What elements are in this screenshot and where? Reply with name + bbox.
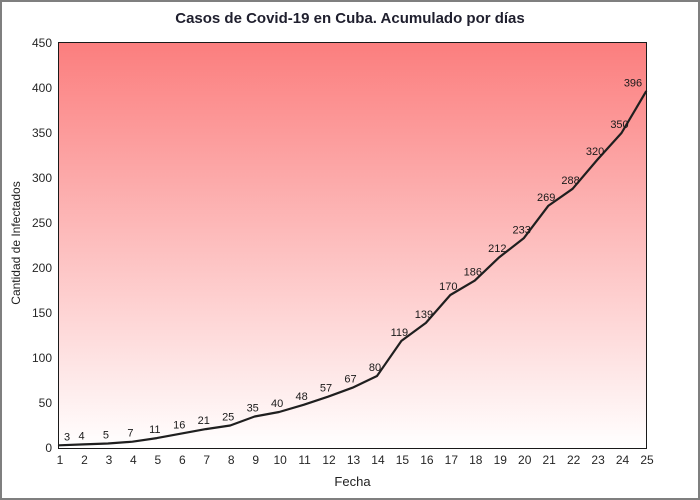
plot-area: 3 4 5 7 11 16 21 25 35 40 48 57 67 80 119 139 170 186 212 2… — [57, 42, 648, 449]
chart-title: Casos de Covid-19 en Cuba. Acumulado por… — [175, 10, 525, 27]
x-tick-label: 22 — [566, 453, 581, 467]
y-tick-label: 100 — [31, 351, 52, 365]
x-tick-label: 12 — [322, 453, 336, 467]
data-point-label: 396 — [624, 78, 642, 90]
x-tick-label: 16 — [420, 453, 434, 467]
x-tick-label: 23 — [591, 453, 605, 467]
data-line — [57, 90, 648, 447]
y-tick-label: 400 — [31, 81, 52, 95]
data-point-label: 67 — [344, 374, 356, 386]
x-tick-label: 6 — [178, 453, 186, 467]
x-tick-label: 2 — [81, 453, 88, 467]
data-point-label: 80 — [369, 362, 381, 374]
y-tick-label: 150 — [31, 306, 52, 320]
data-point-label: 269 — [537, 192, 555, 204]
y-tick-label: 200 — [31, 261, 52, 275]
data-point-label: 7 — [127, 428, 133, 440]
data-point-label: 57 — [320, 383, 332, 395]
data-point-label: 119 — [391, 327, 409, 339]
data-point-label: 48 — [295, 391, 307, 403]
x-tick-label: 8 — [227, 453, 235, 467]
x-tick-label: 21 — [542, 453, 556, 467]
x-tick-label: 24 — [615, 453, 630, 467]
x-tick-label: 14 — [371, 453, 385, 467]
x-tick-label: 18 — [469, 453, 483, 467]
x-tick-label: 15 — [395, 453, 410, 467]
x-tick-label: 3 — [105, 453, 113, 467]
x-tick-label: 7 — [203, 453, 211, 467]
y-tick-label: 250 — [31, 216, 52, 230]
y-tick-label: 450 — [31, 36, 52, 50]
data-point-label: 5 — [103, 430, 109, 442]
data-point-label: 288 — [561, 175, 579, 187]
data-point-label: 21 — [198, 415, 210, 427]
data-point-label: 350 — [610, 119, 628, 131]
data-point-label: 40 — [271, 398, 283, 410]
data-point-label: 25 — [222, 412, 234, 424]
data-point-label: 35 — [247, 403, 259, 415]
y-axis-title: Cantidad de Infectados — [9, 181, 23, 305]
x-tick-label: 17 — [444, 453, 458, 467]
x-tick-label: 9 — [252, 453, 259, 467]
data-point-label: 3 — [64, 431, 70, 443]
data-point-label: 186 — [464, 267, 482, 279]
x-tick-label: 13 — [346, 453, 361, 467]
data-point-label: 4 — [78, 430, 84, 442]
x-tick-label: 20 — [518, 453, 532, 467]
y-tick-label: 350 — [31, 126, 52, 140]
y-tick-label: 300 — [31, 171, 52, 185]
x-tick-label: 25 — [640, 453, 654, 467]
data-point-label: 212 — [488, 243, 506, 255]
x-tick-label: 19 — [493, 453, 507, 467]
data-point-label: 139 — [415, 309, 433, 321]
x-tick-label: 4 — [130, 453, 137, 467]
data-point-label: 320 — [586, 146, 604, 158]
x-tick-label: 10 — [273, 453, 287, 467]
x-tick-label: 5 — [154, 453, 162, 467]
x-tick-label: 1 — [56, 453, 64, 467]
x-axis-title: Fecha — [334, 474, 371, 489]
x-tick-label: 11 — [298, 453, 311, 467]
y-tick-label: 0 — [45, 441, 52, 455]
data-point-label: 170 — [439, 281, 457, 293]
y-tick-label: 50 — [38, 396, 52, 410]
data-point-label: 16 — [173, 420, 185, 432]
data-point-label: 233 — [513, 224, 531, 236]
data-point-label: 11 — [149, 424, 160, 436]
